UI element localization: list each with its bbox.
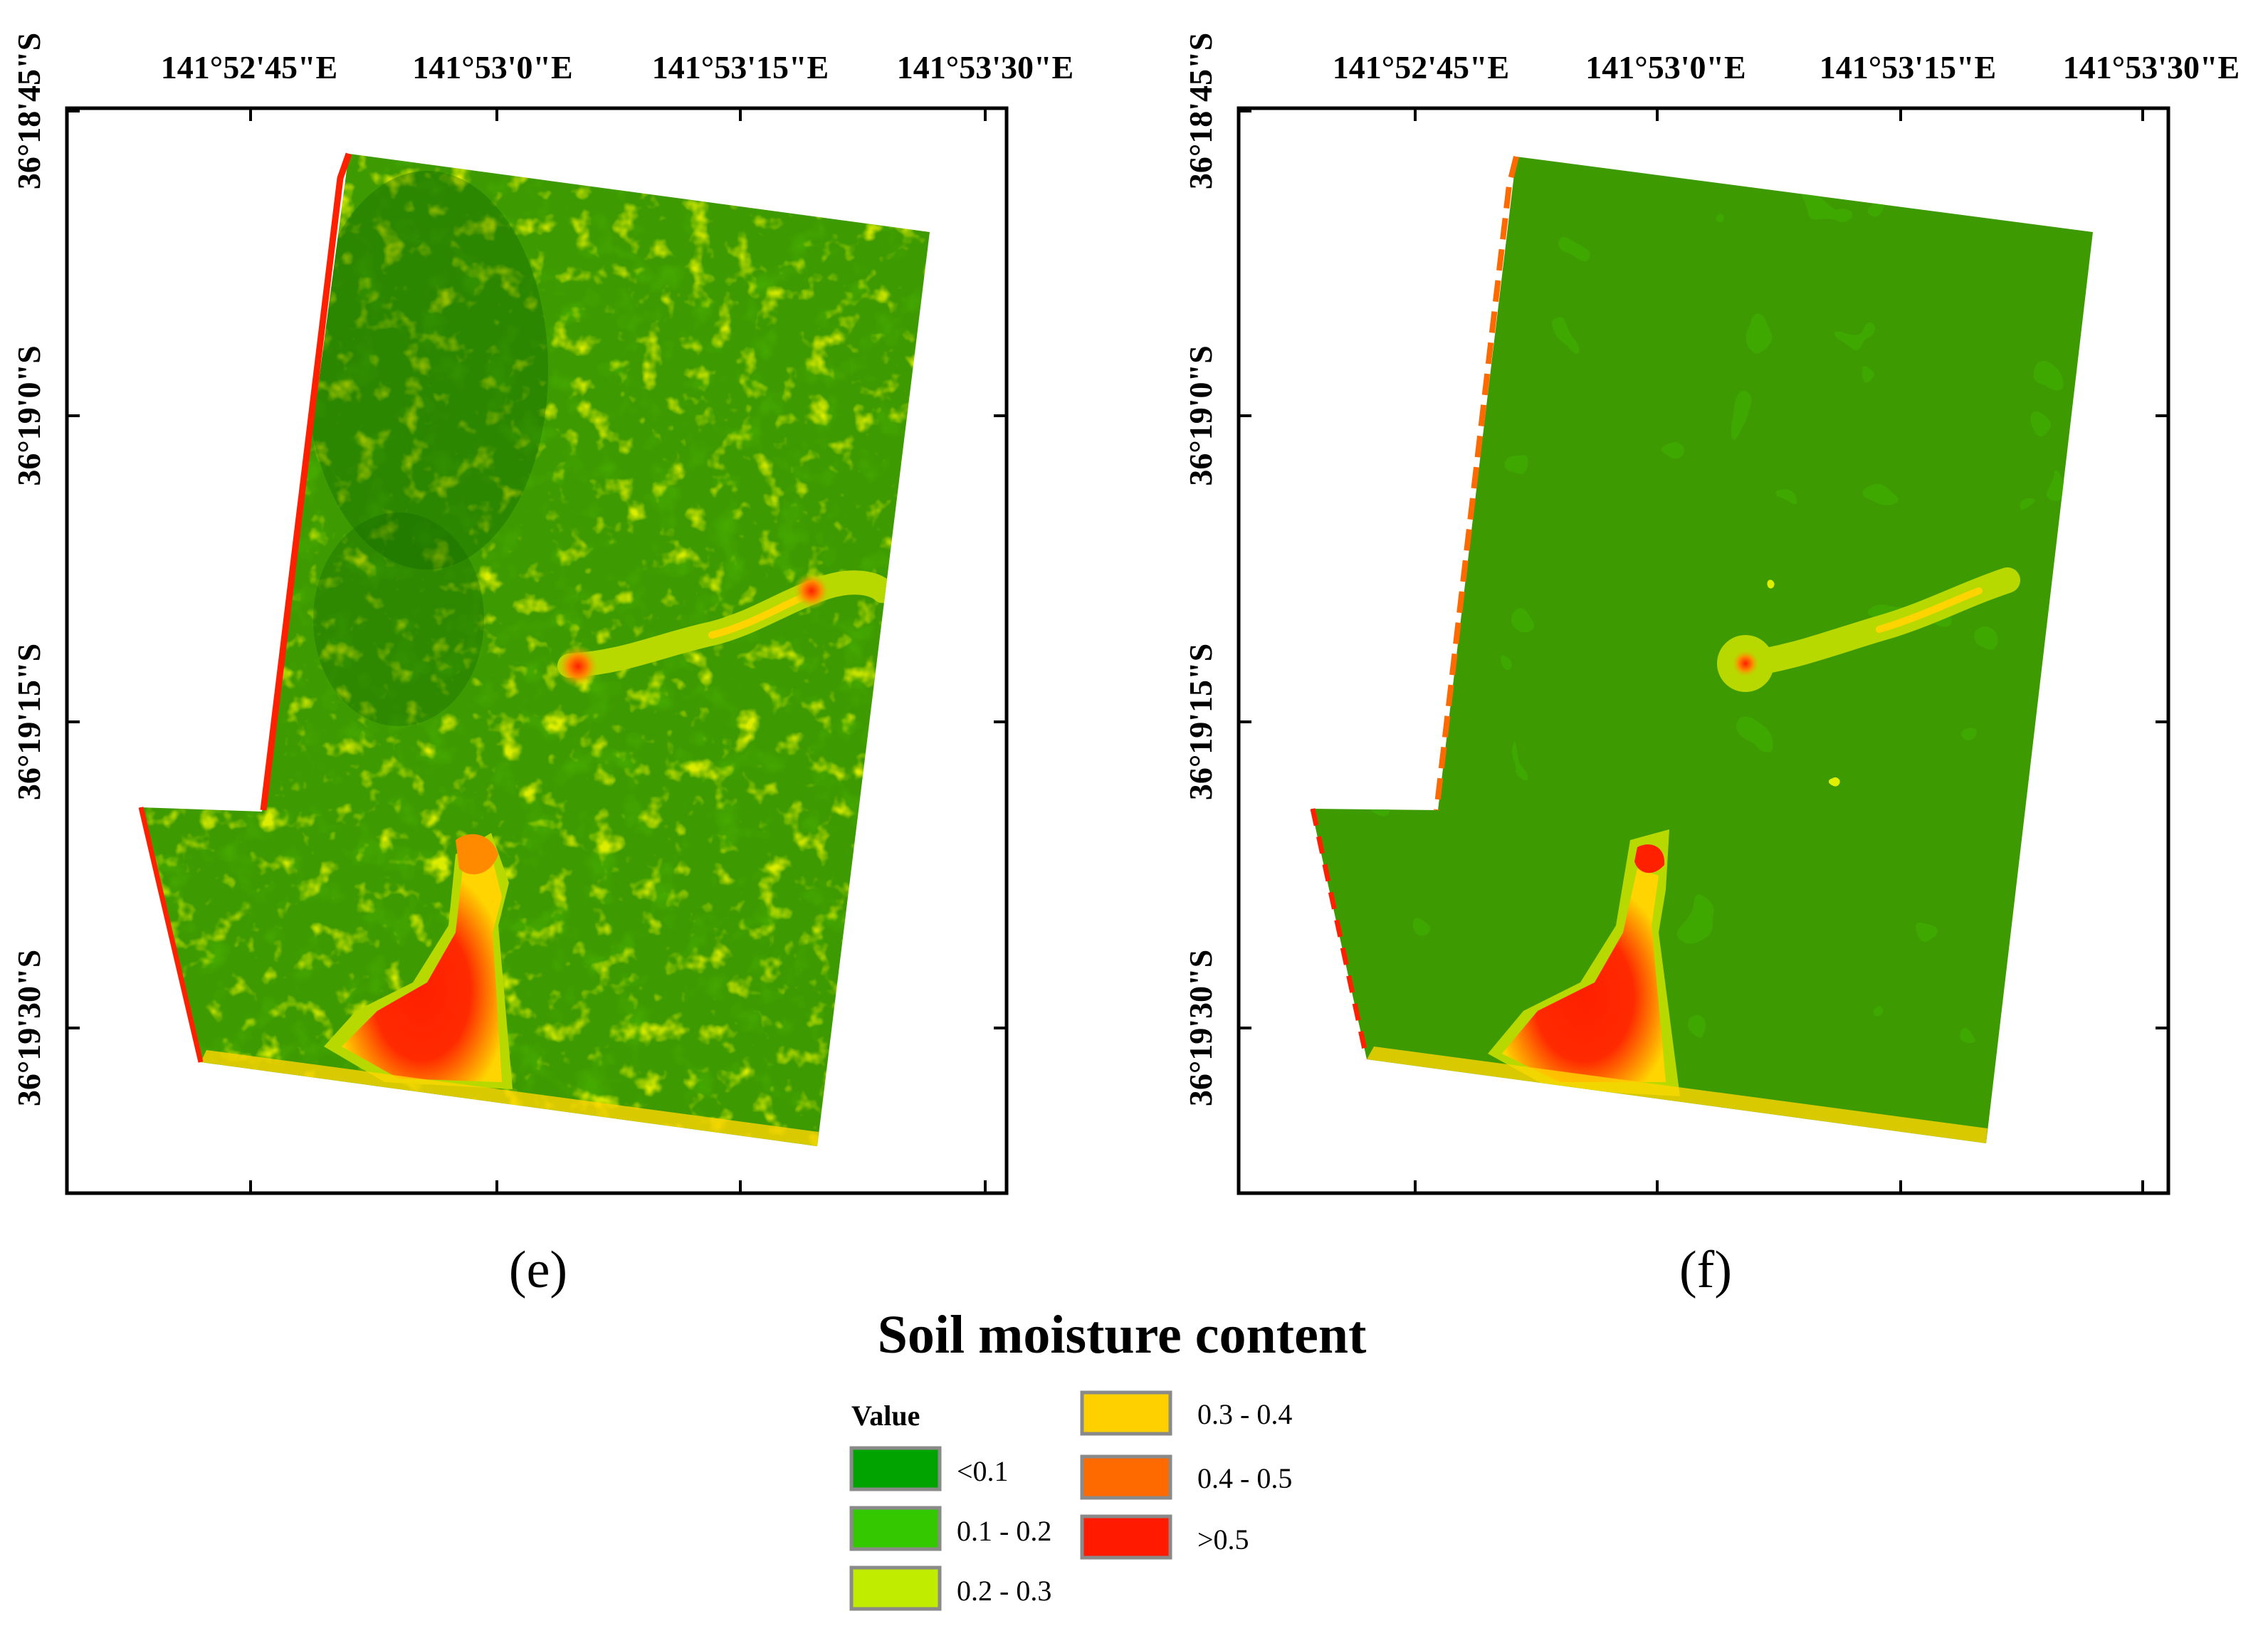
map-panel-e: 141°52'45"E 141°53'0"E 141°53'15"E 141°5… bbox=[11, 33, 1073, 1299]
legend-header: Value bbox=[851, 1400, 920, 1432]
latitude-label: 36°19'30"S bbox=[1182, 950, 1219, 1106]
legend-label: 0.2 - 0.3 bbox=[957, 1575, 1051, 1607]
longitude-label: 141°53'30"E bbox=[2063, 49, 2240, 85]
legend-swatch bbox=[1080, 1454, 1172, 1500]
legend-label: >0.5 bbox=[1197, 1523, 1249, 1556]
latitude-label: 36°19'0"S bbox=[11, 345, 47, 486]
wet-edge-west-f bbox=[1434, 156, 1519, 811]
latitude-label: 36°19'30"S bbox=[11, 950, 47, 1106]
longitude-label: 141°53'15"E bbox=[652, 49, 829, 85]
longitude-label: 141°53'0"E bbox=[1585, 49, 1745, 85]
legend-item: 0.4 - 0.5 bbox=[1080, 1454, 1292, 1500]
legend-swatch bbox=[1080, 1514, 1172, 1560]
axis-ticks-e bbox=[67, 108, 1007, 1193]
legend-item: >0.5 bbox=[1080, 1514, 1249, 1560]
legend-title: Soil moisture content bbox=[878, 1305, 1367, 1365]
legend-swatch bbox=[849, 1565, 942, 1611]
legend: Soil moisture content Value <0.1 0.1 - 0… bbox=[849, 1305, 1367, 1611]
legend-item: <0.1 bbox=[849, 1446, 1009, 1491]
latitude-label: 36°19'15"S bbox=[11, 644, 47, 800]
legend-swatch bbox=[1080, 1390, 1172, 1436]
longitude-label: 141°53'30"E bbox=[897, 49, 1073, 85]
latitude-label: 36°19'15"S bbox=[1182, 644, 1219, 800]
axis-ticks-f bbox=[1239, 108, 2168, 1193]
longitude-label: 141°52'45"E bbox=[1333, 49, 1509, 85]
legend-label: 0.4 - 0.5 bbox=[1197, 1462, 1292, 1494]
legend-swatch bbox=[849, 1506, 942, 1551]
longitude-label: 141°53'15"E bbox=[1820, 49, 1996, 85]
longitude-label: 141°52'45"E bbox=[161, 49, 337, 85]
legend-swatch bbox=[849, 1446, 942, 1491]
legend-item: 0.2 - 0.3 bbox=[849, 1565, 1051, 1611]
longitude-label: 141°53'0"E bbox=[412, 49, 572, 85]
latitude-label: 36°19'0"S bbox=[1182, 345, 1219, 486]
wet-edge-west-e bbox=[260, 152, 352, 811]
legend-item: 0.1 - 0.2 bbox=[849, 1506, 1051, 1551]
map-panel-f: 141°52'45"E 141°53'0"E 141°53'15"E 141°5… bbox=[1182, 33, 2240, 1299]
legend-label: 0.3 - 0.4 bbox=[1197, 1398, 1292, 1430]
panel-label-f: (f) bbox=[1679, 1241, 1732, 1299]
latitude-label: 36°18'45"S bbox=[11, 33, 47, 189]
latitude-label: 36°18'45"S bbox=[1182, 33, 1219, 189]
legend-item: 0.3 - 0.4 bbox=[1080, 1390, 1292, 1436]
legend-label: <0.1 bbox=[957, 1455, 1009, 1487]
panel-label-e: (e) bbox=[509, 1241, 567, 1299]
legend-label: 0.1 - 0.2 bbox=[957, 1515, 1051, 1547]
